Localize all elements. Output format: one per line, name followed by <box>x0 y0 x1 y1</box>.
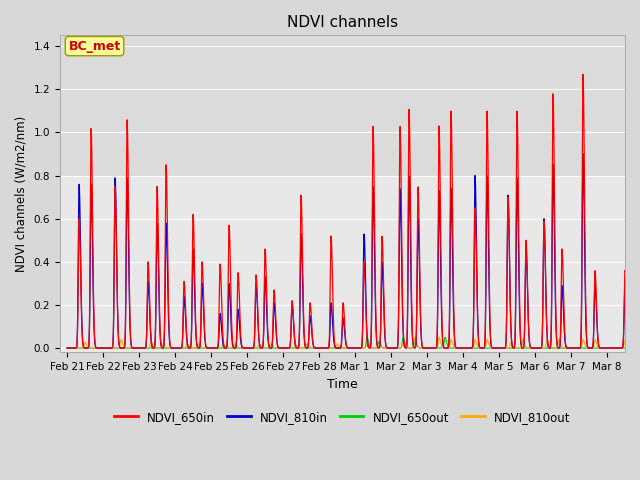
Title: NDVI channels: NDVI channels <box>287 15 398 30</box>
Bar <box>60 36 625 176</box>
Legend: NDVI_650in, NDVI_810in, NDVI_650out, NDVI_810out: NDVI_650in, NDVI_810in, NDVI_650out, NDV… <box>109 406 575 428</box>
Y-axis label: NDVI channels (W/m2/nm): NDVI channels (W/m2/nm) <box>15 116 28 272</box>
X-axis label: Time: Time <box>327 378 358 391</box>
Text: BC_met: BC_met <box>68 40 120 53</box>
